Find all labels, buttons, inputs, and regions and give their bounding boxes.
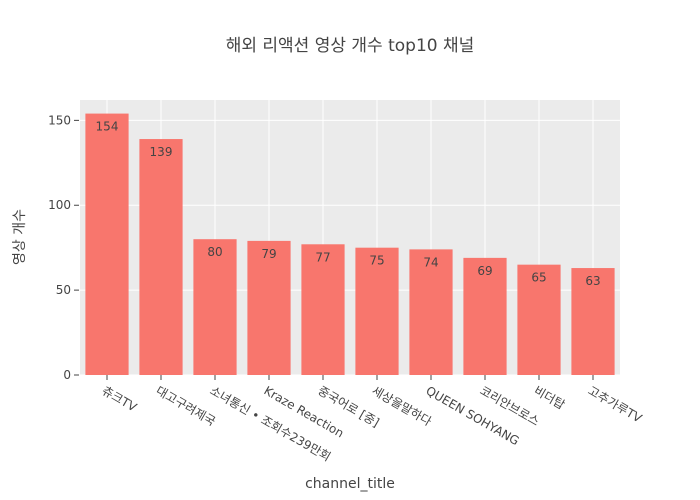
x-axis-title: channel_title [305,476,395,492]
bar-value-label: 139 [150,145,173,159]
y-axis-title: 영상 개수 [12,209,28,265]
bar-value-label: 154 [96,120,119,134]
bar [247,240,291,375]
bar [517,264,561,375]
bar [355,247,399,375]
y-tick-label: 150 [48,113,71,127]
y-tick-label: 0 [63,368,71,382]
bar [85,113,129,375]
chart-title: 해외 리액션 영상 개수 top10 채널 [226,36,475,56]
bar [409,249,453,375]
x-tick-label: QUEEN SOHYANG [424,383,522,448]
x-tick-label: 대고구려제국 [154,383,218,428]
x-tick-label: 고추가루TV [586,383,645,425]
y-tick-label: 50 [56,283,71,297]
x-tick-label: 츄크TV [100,383,140,414]
bar-value-label: 63 [585,274,600,288]
bar-value-label: 79 [261,247,276,261]
bar [301,244,345,375]
y-tick-label: 100 [48,198,71,212]
bar-value-label: 75 [369,254,384,268]
bar-value-label: 77 [315,250,330,264]
bar [193,239,237,375]
bar [139,139,183,375]
bar [463,257,507,375]
bar-value-label: 69 [477,264,492,278]
bar [571,268,615,375]
bar-value-label: 74 [423,255,438,269]
bar-value-label: 80 [207,245,222,259]
x-tick-label: 비더탑 [532,383,568,412]
bar-value-label: 65 [531,271,546,285]
